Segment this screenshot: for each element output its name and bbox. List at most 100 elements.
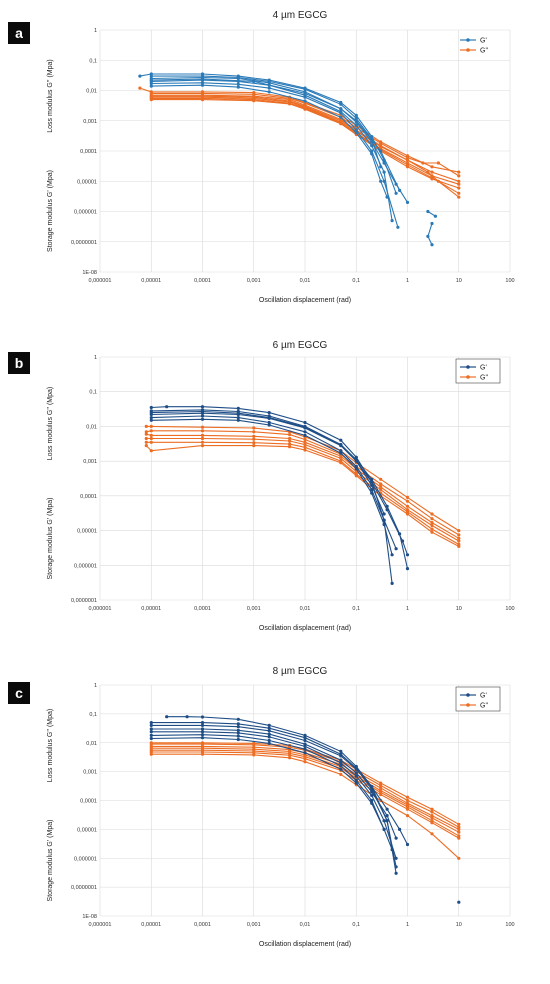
gp-point [405, 567, 410, 571]
x-axis-title: Oscillation displacement (rad) [259, 297, 351, 304]
y-tick-label: 0,000001 [74, 856, 97, 862]
gpp-point [457, 856, 461, 860]
x-tick-label: 0,001 [247, 606, 261, 612]
gpp-point [339, 461, 343, 465]
gpp-point [200, 444, 205, 448]
gpp-point [379, 145, 383, 149]
x-tick-label: 1 [406, 922, 409, 928]
gp-point [396, 225, 400, 229]
legend-marker [466, 703, 470, 707]
gpp-point [457, 186, 461, 190]
gp-point [149, 74, 153, 78]
gp-point [236, 717, 240, 721]
gpp-point [405, 512, 410, 516]
gp-point [354, 131, 358, 135]
gp-point [379, 149, 383, 153]
gp-point [405, 553, 410, 557]
x-tick-label: 0,001 [247, 922, 261, 928]
gp-series-line-3 [151, 82, 399, 228]
gp-point [379, 179, 383, 183]
x-tick-label: 0,1 [352, 278, 360, 284]
gpp-point [144, 444, 148, 448]
x-tick-label: 0,1 [352, 922, 360, 928]
gp-point [200, 74, 205, 78]
gp-point [149, 418, 153, 422]
gpp-point [379, 786, 383, 790]
gpp-point [421, 161, 425, 165]
gp-point [200, 83, 205, 87]
gp-point [200, 736, 205, 740]
gp-point [200, 721, 205, 725]
gpp-point [457, 191, 461, 195]
gp-point [382, 518, 386, 522]
gp-point [200, 77, 205, 81]
gp-point [370, 785, 374, 789]
gp-point [303, 742, 307, 746]
gp-point [267, 411, 271, 415]
gp-point [405, 200, 410, 204]
gp-point [200, 409, 205, 414]
y-tick-label: 0,01 [86, 424, 97, 430]
legend-entry: G' [480, 693, 487, 700]
gpp-point [457, 544, 461, 548]
gp-series-line-4 [151, 84, 388, 198]
gpp-point [457, 195, 461, 199]
gp-point [200, 417, 205, 421]
gpp-point [288, 753, 292, 757]
legend-marker [466, 375, 470, 379]
gpp-point [457, 533, 461, 537]
gpp-point [288, 101, 292, 105]
panel-label-a: a [8, 22, 30, 44]
gpp-point [252, 743, 256, 747]
gp-point [165, 405, 169, 409]
panel-b: b 6 µm EGCG 0,000001 0,00001 0,0001 0,001 0,… [0, 330, 550, 650]
gpp-series-line-3 [146, 437, 460, 542]
gp-point [236, 82, 240, 86]
gp-point [267, 729, 271, 733]
legend-box [455, 686, 501, 712]
gp-point [303, 736, 307, 740]
gpp-point [200, 94, 205, 98]
gpp-point [252, 444, 256, 448]
gp-point [382, 819, 386, 823]
gp-point [339, 449, 343, 453]
legend-box [455, 358, 501, 384]
x-axis-title: Oscillation displacement (rad) [259, 625, 351, 632]
gpp-point [252, 430, 256, 434]
gpp-point [252, 426, 256, 430]
gp-point [382, 161, 386, 165]
gpp-point [144, 432, 148, 436]
gp-point [200, 723, 205, 727]
gp-point [370, 790, 374, 794]
gp-point [379, 165, 383, 169]
gpp-point [303, 443, 307, 447]
y-tick-label: 0,1 [89, 390, 97, 396]
gp-point [236, 731, 240, 735]
gp-point [354, 123, 358, 127]
gpp-point [303, 445, 307, 449]
y-axis-title-storage: Storage modulus G' (Mpa) [47, 170, 54, 252]
gpp-point [138, 86, 142, 90]
legend-entry: G'' [480, 703, 488, 710]
gp-point [236, 418, 240, 422]
gp-point [267, 741, 271, 745]
gpp-point [288, 436, 292, 441]
gp-point [236, 416, 240, 420]
gpp-point [457, 536, 461, 540]
gp-point [303, 91, 307, 95]
gp-point [354, 119, 358, 123]
gp-point [267, 423, 271, 427]
gp-point [267, 416, 271, 420]
gpp-point [405, 805, 410, 809]
gp-point [394, 836, 398, 840]
gpp-point [303, 104, 307, 108]
gpp-point [252, 98, 256, 102]
gp-point [398, 188, 402, 192]
gp-point [382, 827, 386, 831]
gp-point [354, 781, 358, 785]
chart-b: 0,000001 0,00001 0,0001 0,001 0,01 0,1 1 10 100 1… [47, 355, 515, 632]
gp-series-line-4 [151, 731, 397, 859]
gp-point [303, 738, 307, 743]
gpp-point [457, 182, 461, 186]
y-tick-label: 1 [94, 683, 97, 689]
